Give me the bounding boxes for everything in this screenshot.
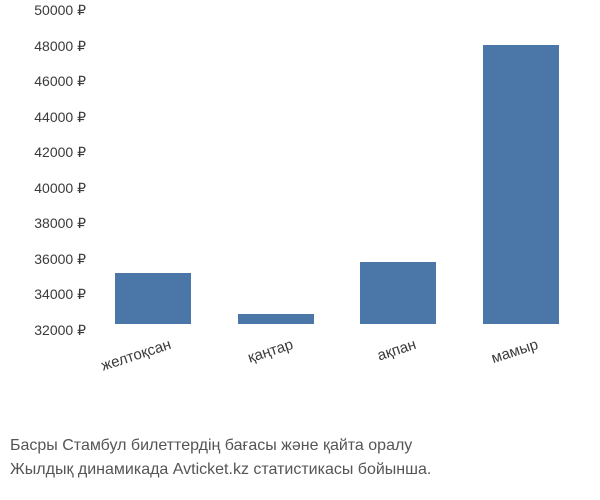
bar-slot	[92, 16, 215, 324]
bar-slot	[337, 16, 460, 324]
bar	[238, 314, 314, 324]
y-axis-labels: 50000 ₽48000 ₽46000 ₽44000 ₽42000 ₽40000…	[8, 10, 86, 330]
caption-line-2: Жылдық динамикада Avticket.kz статистика…	[10, 458, 592, 482]
chart-caption: Басры Стамбул билеттердің бағасы және қа…	[10, 434, 592, 482]
y-tick-label: 46000 ₽	[8, 74, 86, 88]
bar	[115, 273, 191, 324]
y-tick-label: 40000 ₽	[8, 181, 86, 195]
y-tick-label: 38000 ₽	[8, 216, 86, 230]
y-tick-label: 44000 ₽	[8, 110, 86, 124]
y-tick-label: 48000 ₽	[8, 39, 86, 53]
bar-slot	[460, 16, 583, 324]
chart-container: 50000 ₽ 48000 ₽ 46000 ₽ 44000 ₽ 42000 ₽ 40000…	[0, 0, 600, 500]
bar-slot	[215, 16, 338, 324]
y-tick-label: 50000 ₽	[8, 3, 86, 17]
chart-area: 50000 ₽48000 ₽46000 ₽44000 ₽42000 ₽40000…	[8, 10, 592, 400]
y-tick-label: 42000 ₽	[8, 145, 86, 159]
y-tick-label: 32000 ₽	[8, 323, 86, 337]
x-tick-label: қаңтар	[246, 336, 296, 367]
x-tick-label: желтоқсан	[99, 336, 173, 375]
bar	[483, 45, 559, 324]
x-axis-labels: желтоқсан қаңтар ақпан мамыр	[92, 330, 582, 390]
y-tick-label: 34000 ₽	[8, 287, 86, 301]
plot-region	[92, 16, 582, 324]
bar	[360, 262, 436, 324]
x-tick-label: ақпан	[375, 336, 418, 364]
y-tick-label: 36000 ₽	[8, 252, 86, 266]
x-tick-label: мамыр	[490, 336, 541, 367]
caption-line-1: Басры Стамбул билеттердің бағасы және қа…	[10, 434, 592, 458]
